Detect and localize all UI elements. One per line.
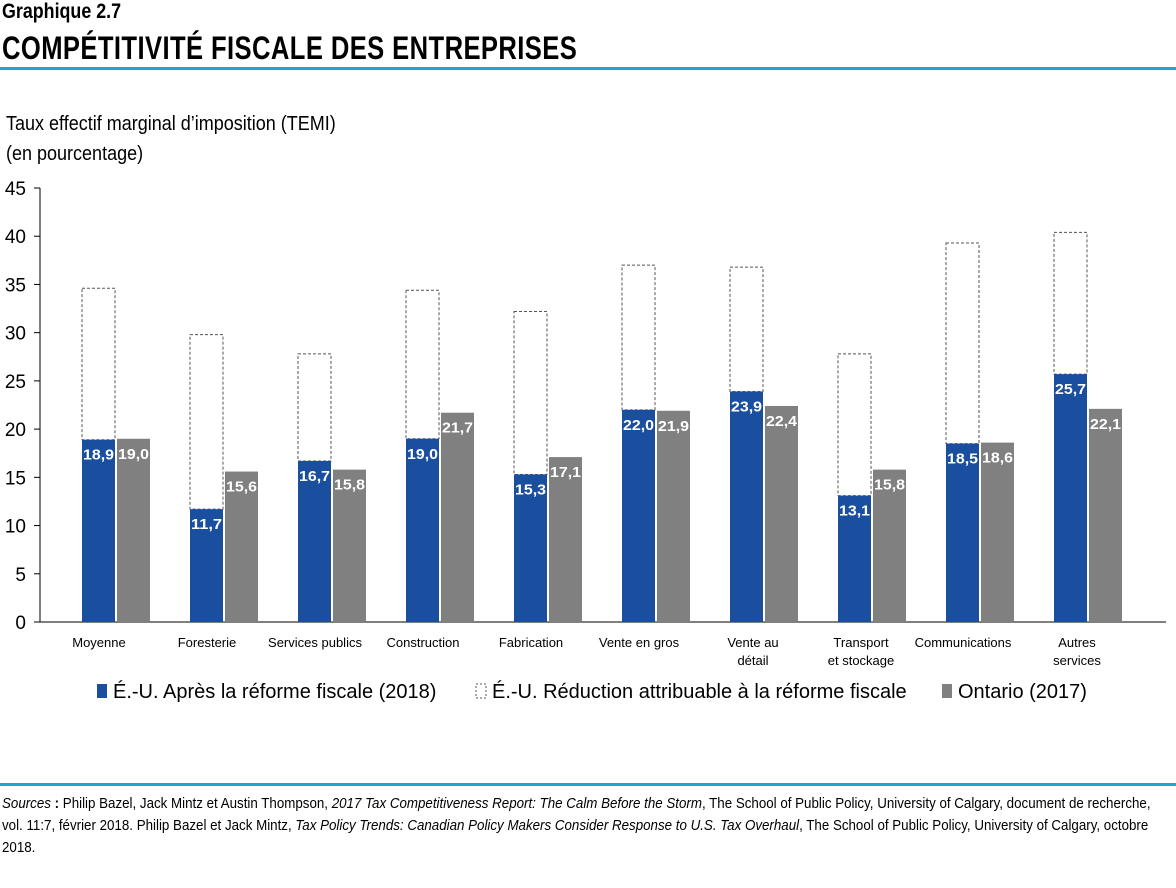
data-label-ontario: 19,0 xyxy=(118,446,149,463)
data-label-us: 15,3 xyxy=(515,481,546,498)
bar-us-reduction xyxy=(837,353,872,497)
x-tick-label: Fabrication xyxy=(499,635,563,650)
legend-label-us-after: É.-U. Après la réforme fiscale (2018) xyxy=(113,680,436,703)
y-tick-label: 15 xyxy=(5,468,26,489)
y-tick-label: 5 xyxy=(15,565,26,586)
source-title: Tax Policy Trends: Canadian Policy Maker… xyxy=(295,818,800,834)
bar-ontario xyxy=(333,469,366,622)
data-label-us: 18,5 xyxy=(947,451,978,468)
bar-us-reduction xyxy=(1053,231,1088,375)
x-tick-label: Construction xyxy=(387,635,460,650)
bar-us-reduction xyxy=(729,266,764,392)
data-label-ontario: 15,8 xyxy=(874,477,905,494)
source-title: 2017 Tax Competitiveness Report: The Cal… xyxy=(331,796,702,812)
sources-note: Sources : Philip Bazel, Jack Mintz et Au… xyxy=(2,793,1170,859)
x-tick-label: Communications xyxy=(915,635,1012,650)
bar-us-after-reform xyxy=(730,391,763,622)
bar-us-reduction xyxy=(945,242,980,445)
bar-ontario xyxy=(549,457,582,622)
bar-us-after-reform xyxy=(190,509,223,622)
data-label-ontario: 21,7 xyxy=(442,420,473,437)
x-tick-label: Vente au xyxy=(727,635,778,650)
sources-label: Sources xyxy=(2,796,51,812)
data-label-us: 18,9 xyxy=(83,447,114,464)
data-label-us: 13,1 xyxy=(839,503,870,520)
bar-us-reduction xyxy=(81,287,116,441)
source-text: , The School of Public Policy, Universit… xyxy=(2,796,1151,834)
bar-ontario xyxy=(441,412,474,622)
bar-us-reduction xyxy=(189,334,224,510)
bar-us-after-reform xyxy=(1054,374,1087,622)
y-tick-label: 10 xyxy=(5,517,26,538)
y-axis-unit: (en pourcentage) xyxy=(6,143,144,165)
data-label-us: 23,9 xyxy=(731,398,762,415)
bar-ontario xyxy=(117,438,150,622)
data-label-us: 19,0 xyxy=(407,446,438,463)
bar-ontario xyxy=(873,469,906,622)
data-label-us: 11,7 xyxy=(191,516,222,533)
x-tick-label: Foresterie xyxy=(178,635,237,650)
source-text: Philip Bazel, Jack Mintz et Austin Thomp… xyxy=(62,796,332,812)
bar-us-after-reform xyxy=(622,409,655,622)
bar-ontario xyxy=(657,410,690,622)
data-label-ontario: 17,1 xyxy=(550,464,581,481)
y-axis-label: Taux effectif marginal d’imposition (TEM… xyxy=(6,113,336,135)
data-label-us: 25,7 xyxy=(1055,381,1086,398)
data-label-ontario: 21,9 xyxy=(658,418,689,435)
chart-number: Graphique 2.7 xyxy=(2,0,122,23)
bar-us-after-reform xyxy=(298,460,331,622)
footer-rule xyxy=(0,783,1176,786)
x-tick-label: Vente en gros xyxy=(599,635,680,650)
x-tick-label: Transport xyxy=(833,635,889,650)
x-tick-label: Autres xyxy=(1058,635,1096,650)
data-label-ontario: 18,6 xyxy=(982,450,1013,467)
data-label-ontario: 15,8 xyxy=(334,477,365,494)
bar-us-after-reform xyxy=(82,439,115,622)
x-tick-label: Moyenne xyxy=(72,635,125,650)
bar-ontario xyxy=(225,471,258,622)
x-tick-label: et stockage xyxy=(828,653,895,668)
data-label-us: 22,0 xyxy=(623,417,654,434)
x-tick-label: services xyxy=(1053,653,1101,668)
bar-us-reduction xyxy=(297,353,332,462)
bar-ontario xyxy=(765,405,798,622)
sources-sep: : xyxy=(50,796,63,812)
y-tick-label: 45 xyxy=(5,179,26,200)
bar-ontario xyxy=(1089,408,1122,622)
y-tick-label: 25 xyxy=(5,372,26,393)
y-tick-label: 0 xyxy=(15,613,26,634)
legend-label-us-reduction: É.-U. Réduction attribuable à la réforme… xyxy=(492,680,907,703)
bar-us-after-reform xyxy=(838,495,871,622)
data-label-ontario: 22,1 xyxy=(1090,416,1121,433)
title-rule xyxy=(0,67,1176,70)
chart-title: COMPÉTITIVITÉ FISCALE DES ENTREPRISES xyxy=(2,30,578,66)
y-tick-label: 35 xyxy=(5,275,26,296)
x-tick-label: Services publics xyxy=(268,635,362,650)
legend-swatch-us-reduction xyxy=(475,683,487,699)
data-label-us: 16,7 xyxy=(299,468,330,485)
bar-us-after-reform xyxy=(946,443,979,622)
bar-us-after-reform xyxy=(406,438,439,622)
x-tick-label: détail xyxy=(737,653,768,668)
source-text: , The School of Public Policy, Universit… xyxy=(2,818,1149,856)
legend-swatch-us-after xyxy=(97,684,107,698)
y-tick-label: 40 xyxy=(5,227,26,248)
data-label-ontario: 15,6 xyxy=(226,479,257,496)
y-tick-label: 20 xyxy=(5,420,26,441)
bar-us-reduction xyxy=(513,310,548,475)
y-tick-label: 30 xyxy=(5,324,26,345)
bar-us-reduction xyxy=(405,289,440,440)
legend-swatch-ontario xyxy=(942,684,952,698)
bar-ontario xyxy=(981,442,1014,622)
bar-us-after-reform xyxy=(514,474,547,622)
data-label-ontario: 22,4 xyxy=(766,413,798,430)
bar-us-reduction xyxy=(621,264,656,411)
legend-label-ontario: Ontario (2017) xyxy=(958,681,1087,703)
